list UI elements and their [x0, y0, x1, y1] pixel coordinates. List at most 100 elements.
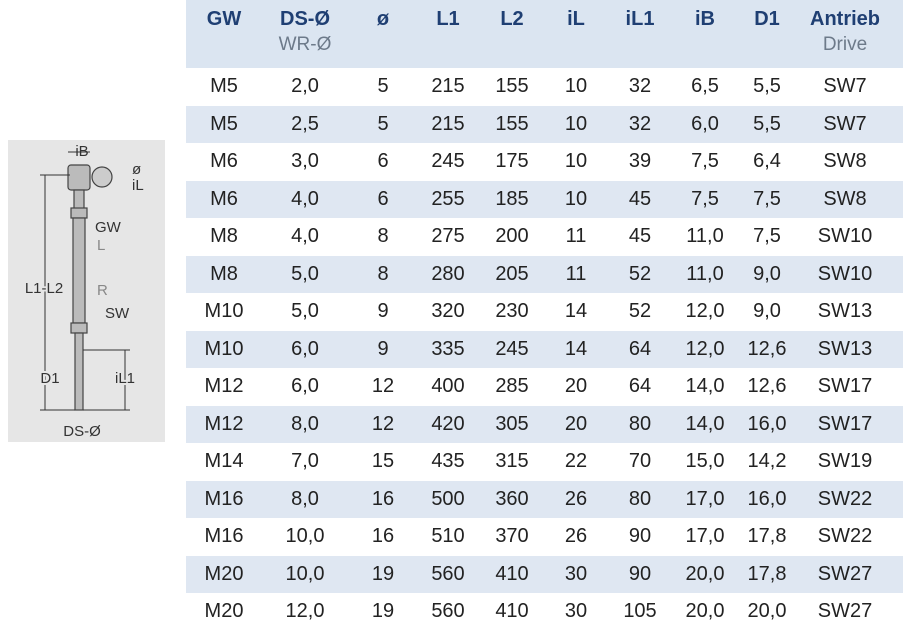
table-cell: SW8	[823, 187, 867, 210]
table-cell: 15,0	[685, 450, 725, 472]
table-cell: 15	[371, 450, 395, 472]
table-cell: 285	[495, 375, 529, 397]
table-cell: 5,5	[753, 75, 781, 97]
table-cell: 30	[564, 600, 588, 622]
column-label: DS-Ø	[280, 8, 330, 30]
column-label: ø	[376, 8, 390, 30]
table-row: M6 3,0 6 245 175 10 39 7,5 6,4 SW8	[186, 143, 903, 181]
table-cell: 45	[628, 187, 652, 210]
table-cell: 12,6	[747, 375, 787, 397]
column-header: L1	[403, 6, 493, 32]
table-cell: 17,0	[685, 525, 725, 547]
table-cell: 14,2	[747, 450, 787, 472]
table-cell: 8,0	[291, 487, 319, 510]
label-diameter: ø	[132, 161, 141, 178]
table-cell: 11	[565, 225, 587, 247]
table-cell: 435	[431, 450, 465, 472]
table-cell: 32	[628, 75, 652, 97]
table-cell: SW22	[817, 487, 873, 510]
table-cell: 7,5	[753, 225, 781, 247]
table-cell: 11	[565, 262, 587, 285]
table-cell: 90	[628, 562, 652, 585]
table-cell: 185	[495, 187, 529, 210]
table-cell: 6,0	[291, 375, 319, 397]
table-row: M6 4,0 6 255 185 10 45 7,5 7,5 SW8	[186, 180, 903, 218]
table-cell: 215	[431, 112, 465, 135]
table-cell: 64	[628, 375, 652, 397]
table-cell: 8	[377, 225, 389, 247]
table-cell: 12,0	[685, 300, 725, 322]
table-cell: M6	[210, 150, 238, 172]
table-cell: 17,0	[685, 487, 725, 510]
table-cell: 22	[564, 450, 588, 472]
table-row: M5 2,0 5 215 155 10 32 6,5 5,5 SW7	[186, 68, 903, 106]
table-cell: M10	[204, 337, 244, 360]
dimension-lines	[40, 151, 130, 411]
table-cell: SW13	[817, 337, 873, 360]
table-cell: M16	[204, 525, 244, 547]
label-l1-l2: L1-L2	[25, 280, 63, 297]
table-cell: 410	[495, 600, 529, 622]
table-cell: 7,5	[691, 187, 719, 210]
table-cell: 105	[623, 600, 657, 622]
column-label: L1	[436, 8, 460, 30]
table-cell: 510	[431, 525, 465, 547]
table-cell: 280	[431, 262, 465, 285]
table-cell: 320	[431, 300, 465, 322]
label-r: R	[97, 282, 108, 299]
table-row: M12 6,0 12 400 285 20 64 14,0 12,6 SW17	[186, 368, 903, 406]
table-cell: 10	[564, 150, 588, 172]
column-label: iL	[567, 8, 585, 30]
table-cell: 20,0	[747, 600, 787, 622]
table-cell: 20,0	[685, 562, 725, 585]
table-cell: 6	[377, 150, 389, 172]
table-cell: M5	[210, 75, 238, 97]
table-cell: 245	[431, 150, 465, 172]
table-row: M10 6,0 9 335 245 14 64 12,0 12,6 SW13	[186, 330, 903, 368]
table-cell: 20,0	[685, 600, 725, 622]
table-cell: 4,0	[291, 187, 319, 210]
table-cell: 52	[628, 300, 652, 322]
table-cell: 275	[431, 225, 465, 247]
table-cell: 2,0	[291, 75, 319, 97]
table-cell: 200	[495, 225, 529, 247]
table-cell: M16	[204, 487, 244, 510]
table-cell: 8,0	[291, 412, 319, 435]
column-header: iL1	[595, 6, 685, 32]
label-il1: iL1	[115, 370, 135, 387]
table-cell: 6,0	[691, 112, 719, 135]
table-cell: 45	[628, 225, 652, 247]
table-cell: 26	[564, 487, 588, 510]
table-cell: 420	[431, 412, 465, 435]
table-cell: 16,0	[747, 487, 787, 510]
table-cell: 10	[564, 112, 588, 135]
table-cell: 215	[431, 75, 465, 97]
label-il: iL	[132, 177, 144, 194]
table-cell: 6,4	[753, 150, 781, 172]
table-cell: 315	[495, 450, 529, 472]
table-cell: 335	[431, 337, 465, 360]
table-cell: 6,0	[291, 337, 319, 360]
column-header: L2	[467, 6, 557, 32]
table-cell: 230	[495, 300, 529, 322]
table-row: M16 10,0 16 510 370 26 90 17,0 17,8 SW22	[186, 518, 903, 556]
table-cell: 12,0	[285, 600, 325, 622]
table-cell: 5,0	[291, 262, 319, 285]
table-cell: SW7	[823, 112, 867, 135]
table-cell: M8	[210, 262, 238, 285]
table-cell: 255	[431, 187, 465, 210]
table-cell: 14,0	[685, 375, 725, 397]
column-sublabel: WR-Ø	[278, 34, 332, 55]
table-row: M8 5,0 8 280 205 11 52 11,0 9,0 SW10	[186, 255, 903, 293]
table-cell: SW27	[817, 600, 873, 622]
table-cell: 370	[495, 525, 529, 547]
table-cell: 17,8	[747, 525, 787, 547]
column-header: DS-Ø WR-Ø	[260, 6, 350, 58]
table-cell: 360	[495, 487, 529, 510]
column-label: L2	[500, 8, 524, 30]
spec-table: GW DS-Ø WR-Ø ø L1 L2 iL iL1 iB D1 Antrieb Drive M5 2…	[186, 0, 903, 631]
table-cell: 9	[377, 300, 389, 322]
table-cell: 16	[371, 487, 395, 510]
table-cell: 17,8	[747, 562, 787, 585]
